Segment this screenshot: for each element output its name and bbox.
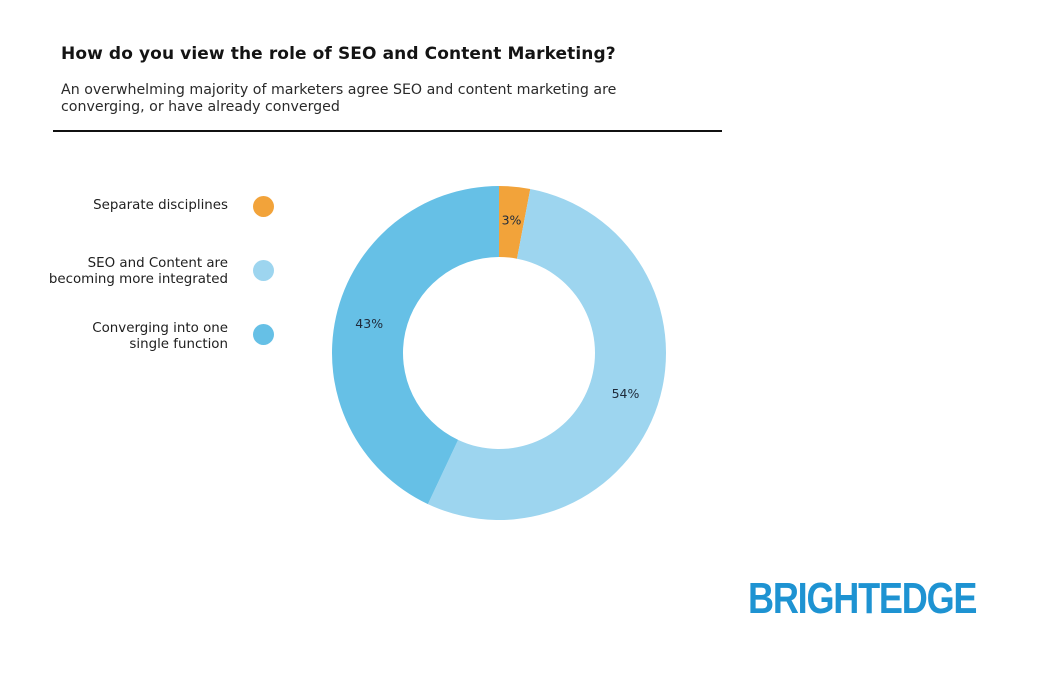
header-divider <box>53 130 722 132</box>
legend-label-line1: Converging into one <box>92 321 228 336</box>
brightedge-logo: BRIGHTEDGE <box>748 574 977 623</box>
legend-item-more-integrated: SEO and Content are becoming more integr… <box>49 256 228 288</box>
legend-item-separate-disciplines: Separate disciplines <box>93 198 228 214</box>
donut-labels: 3% 54% 43% <box>355 213 639 402</box>
legend-label-line2: single function <box>129 337 228 352</box>
slice-value-label-single-function: 43% <box>355 316 383 331</box>
chart-subtitle: An overwhelming majority of marketers ag… <box>61 82 617 115</box>
donut-slice-more-integrated <box>427 188 666 521</box>
legend-item-single-function: Converging into one single function <box>92 321 228 353</box>
legend-swatch-orange-icon <box>253 196 274 217</box>
slice-value-label-more-integrated: 54% <box>612 386 640 401</box>
donut-slice-single-function <box>332 186 499 505</box>
legend-swatch-blue-icon <box>253 324 274 345</box>
legend-swatch-light-blue-icon <box>253 260 274 281</box>
chart-title: How do you view the role of SEO and Cont… <box>61 44 616 64</box>
donut-slices <box>332 186 666 521</box>
slice-value-label-separate-disciplines: 3% <box>502 213 522 228</box>
legend-label: Separate disciplines <box>93 198 228 213</box>
donut-slice-separate-disciplines <box>499 186 531 259</box>
legend-label-line2: becoming more integrated <box>48 272 228 287</box>
legend-label-line1: SEO and Content are <box>87 256 228 271</box>
